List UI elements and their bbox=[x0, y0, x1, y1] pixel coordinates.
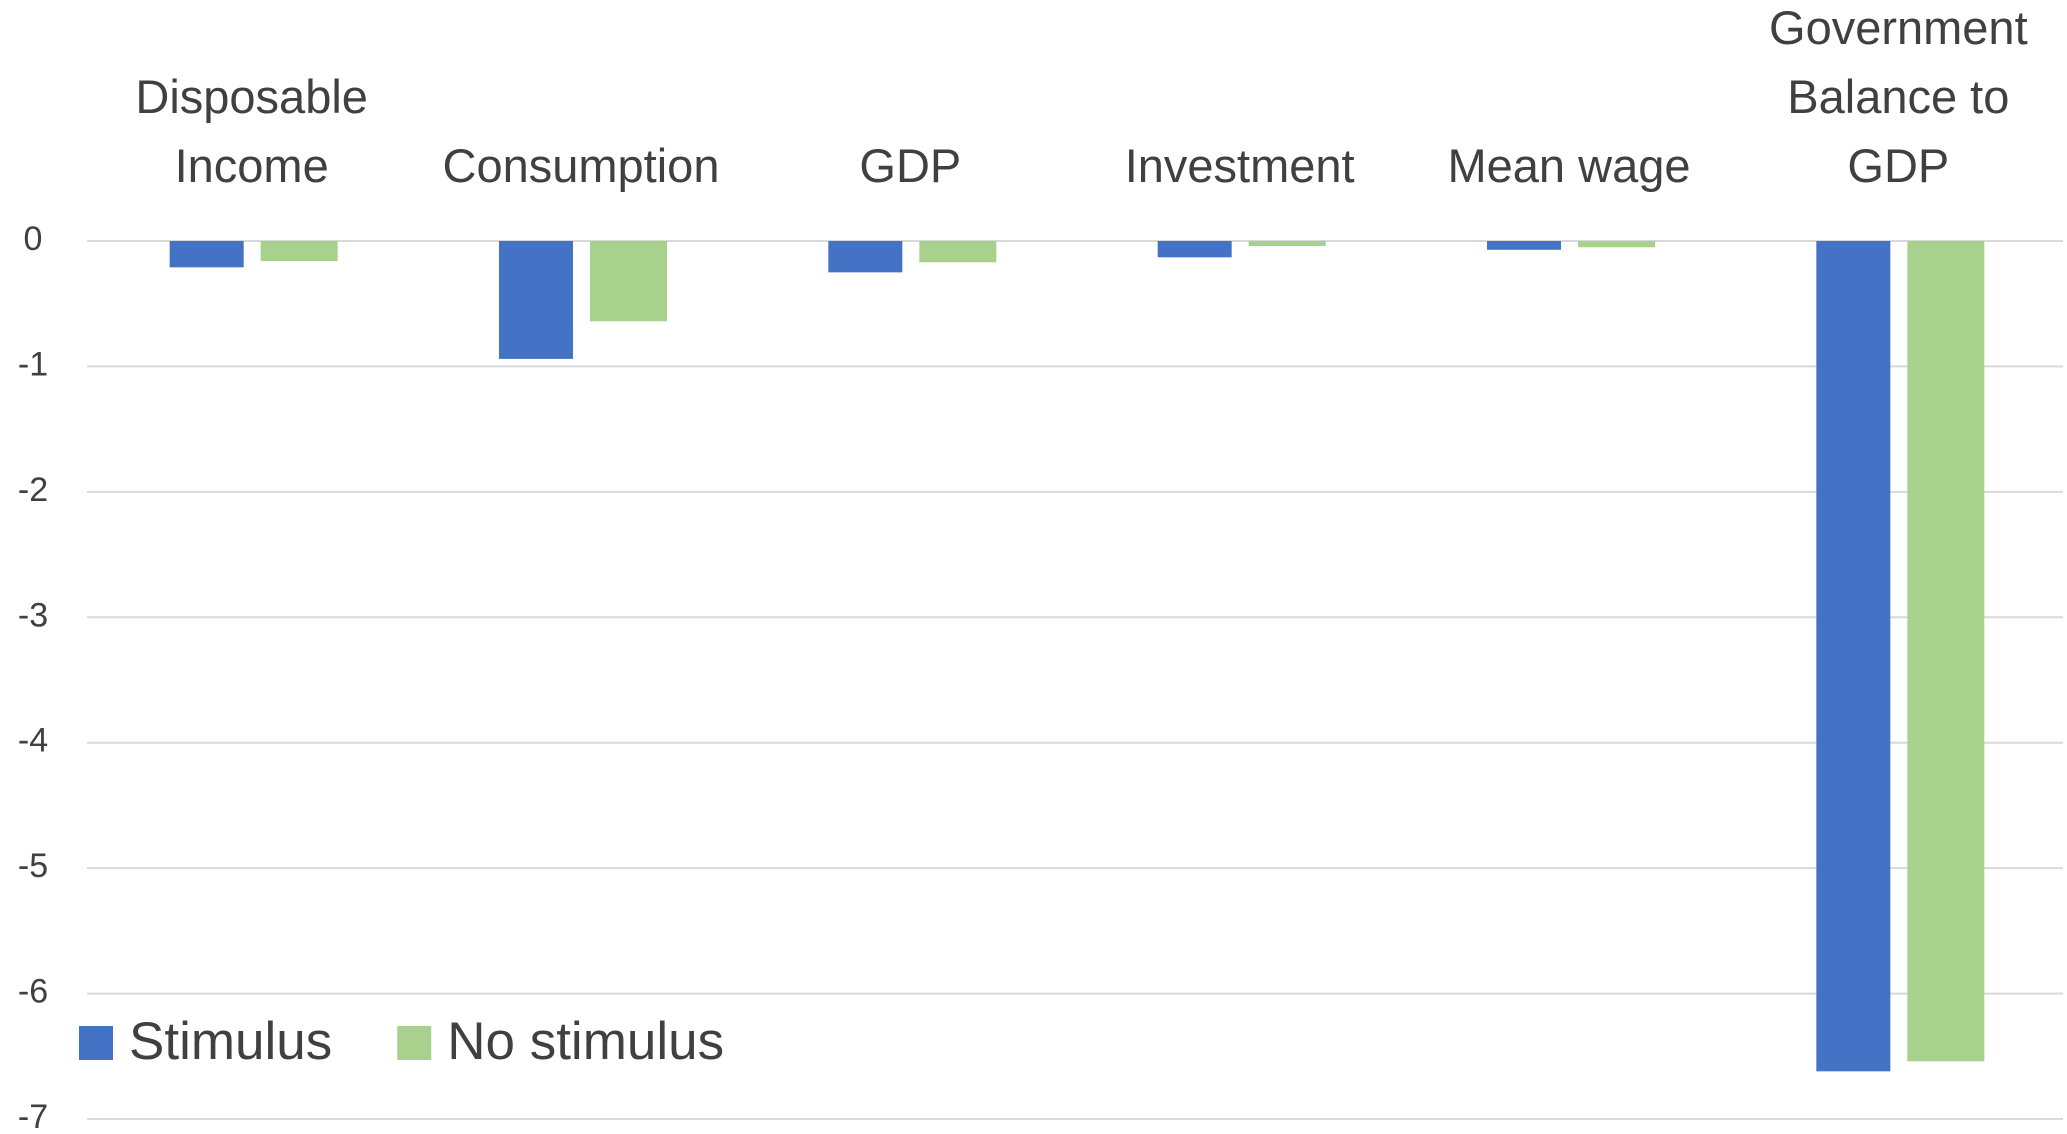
legend-swatch bbox=[397, 1026, 432, 1060]
y-tick-label: -4 bbox=[18, 722, 48, 760]
bar bbox=[1157, 241, 1232, 258]
bar bbox=[919, 241, 997, 263]
bar bbox=[1578, 241, 1655, 248]
legend-label: No stimulus bbox=[447, 1012, 724, 1071]
bar bbox=[1487, 241, 1561, 250]
bar bbox=[590, 241, 667, 322]
bar bbox=[1816, 241, 1891, 1072]
y-tick-label: -6 bbox=[18, 973, 48, 1011]
x-tick-label: Government Balance to GDP bbox=[1769, 1, 2028, 192]
y-tick-label: -7 bbox=[18, 1098, 48, 1134]
legend-label: Stimulus bbox=[129, 1012, 332, 1071]
bar bbox=[260, 241, 338, 262]
y-tick-label: -1 bbox=[18, 345, 48, 383]
x-tick-label: Investment bbox=[1124, 139, 1355, 192]
y-tick-label: -2 bbox=[18, 471, 48, 509]
bar bbox=[1248, 241, 1326, 247]
bar bbox=[828, 241, 903, 273]
y-tick-label: -5 bbox=[18, 847, 48, 885]
y-tick-label: 0 bbox=[24, 220, 43, 258]
x-tick-label: Mean wage bbox=[1447, 139, 1691, 192]
y-tick-label: -3 bbox=[18, 596, 48, 634]
bar bbox=[169, 241, 244, 268]
x-tick-label: Consumption bbox=[442, 139, 720, 192]
legend-swatch bbox=[79, 1026, 113, 1060]
x-tick-label: GDP bbox=[859, 139, 962, 192]
bar bbox=[499, 241, 573, 359]
x-tick-label: Disposable Income bbox=[135, 70, 368, 192]
bar bbox=[1907, 241, 1985, 1062]
